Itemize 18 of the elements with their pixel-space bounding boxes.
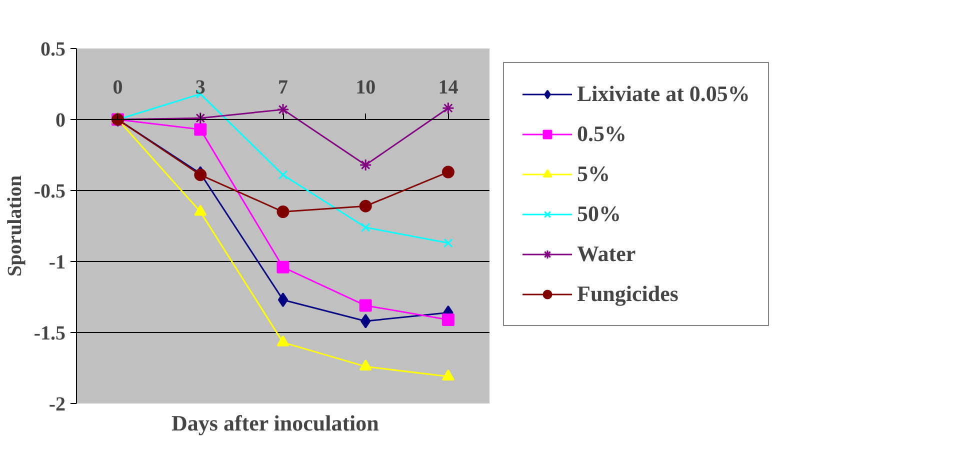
y-tick-label: -0.5 [34, 180, 66, 202]
x-tick-label: 14 [438, 76, 458, 98]
y-tick-label: 0 [56, 110, 66, 132]
x-tick-label: 7 [278, 76, 288, 98]
y-axis-title: Sporulation [4, 175, 26, 277]
y-tick-label: -1 [48, 252, 66, 274]
y-tick-label: -1.5 [34, 322, 66, 344]
legend-label: Lixiviate at 0.05% [577, 81, 750, 107]
legend-label: 50% [577, 201, 621, 227]
y-tick-label: -2 [48, 394, 66, 416]
y-tick-label: 0.5 [40, 38, 66, 60]
x-axis-title: Days after inoculation [172, 410, 379, 436]
legend-label: 0.5% [577, 121, 626, 147]
legend-label: 5% [577, 161, 610, 187]
legend-label: Water [577, 241, 636, 267]
legend-label: Fungicides [577, 281, 678, 307]
x-tick-label: 10 [356, 76, 376, 98]
x-tick-label: 0 [112, 76, 123, 98]
